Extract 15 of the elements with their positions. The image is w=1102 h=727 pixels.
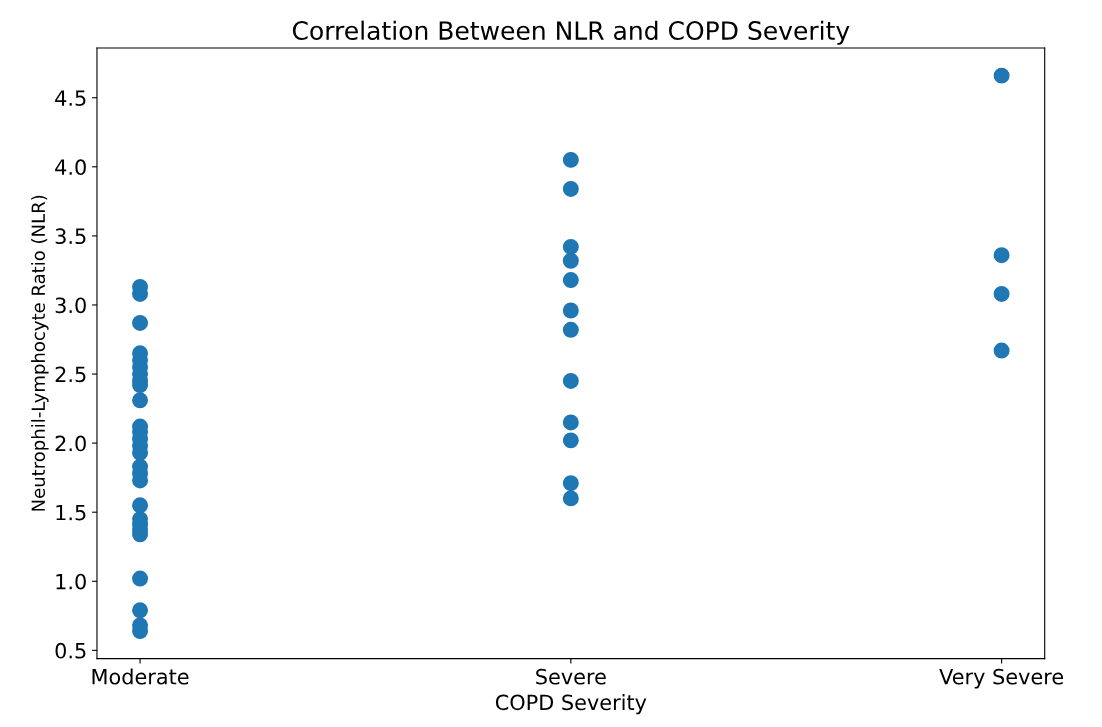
x-axis-title: COPD Severity <box>495 694 647 715</box>
y-axis-title: Neutrophil-Lymphocyte Ratio (NLR) <box>31 195 49 511</box>
y-tick-label: 1.5 <box>56 504 86 521</box>
y-tick-label: 2.5 <box>55 366 86 383</box>
x-tick-label: Severe <box>536 668 606 685</box>
y-tick-label: 1.0 <box>56 573 86 590</box>
y-tick-label: 4.0 <box>55 159 86 176</box>
y-tick-label: 3.0 <box>55 297 86 314</box>
x-tick-label: Moderate <box>92 668 189 685</box>
y-tick-label: 3.5 <box>55 228 86 245</box>
y-tick-label: 4.5 <box>55 90 86 106</box>
chart-title: Correlation Between NLR and COPD Severity <box>292 20 850 45</box>
y-tick-label: 0.5 <box>55 642 86 659</box>
x-tick-label: Very Severe <box>939 668 1064 689</box>
y-tick-label: 2.0 <box>55 435 86 452</box>
